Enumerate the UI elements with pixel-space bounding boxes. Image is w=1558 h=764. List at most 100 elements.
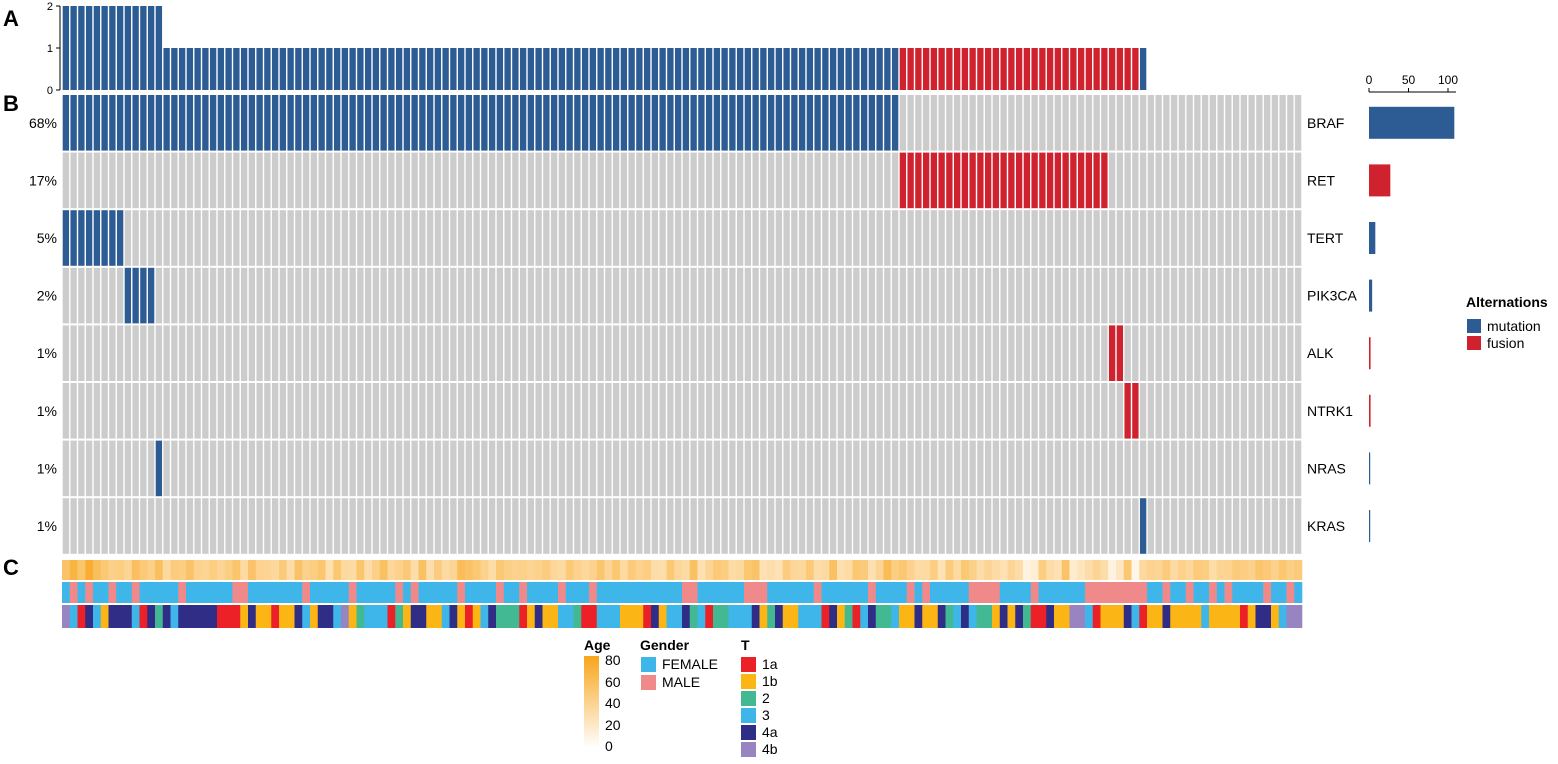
cell-BRAF-137 — [1124, 95, 1131, 151]
top-bar-8 — [124, 6, 132, 90]
gender-cell-79 — [674, 582, 683, 603]
cell-KRAS-132 — [1085, 498, 1093, 554]
cell-KRAS-75 — [643, 498, 651, 554]
cell-NRAS-107 — [891, 440, 899, 497]
t-cell-135 — [1108, 605, 1117, 628]
age-cell-46 — [418, 560, 427, 580]
cell-ALK-49 — [442, 325, 449, 381]
cell-ALK-36 — [341, 325, 349, 381]
top-bar-127 — [1046, 48, 1054, 90]
age-cell-4 — [93, 560, 102, 580]
cell-NRAS-50 — [450, 440, 457, 497]
cell-KRAS-122 — [1008, 498, 1015, 554]
gender-cell-77 — [658, 582, 667, 603]
cell-BRAF-108 — [899, 95, 907, 151]
age-cell-31 — [302, 560, 311, 580]
top-bar-107 — [891, 48, 899, 90]
age-cell-71 — [612, 560, 621, 580]
cell-BRAF-50 — [450, 95, 457, 151]
gender-cell-97 — [813, 582, 822, 603]
cell-ALK-7 — [116, 325, 124, 381]
cell-KRAS-106 — [884, 498, 891, 554]
top-bar-6 — [109, 6, 116, 90]
age-cell-52 — [465, 560, 474, 580]
t-cell-72 — [620, 605, 629, 628]
cell-TERT-67 — [581, 210, 589, 266]
cell-BRAF-43 — [395, 95, 403, 151]
cell-ALK-138 — [1132, 325, 1139, 381]
cell-NTRK1-28 — [279, 383, 287, 439]
top-bar-25 — [256, 48, 263, 90]
age-cell-148 — [1209, 560, 1218, 580]
age-cell-106 — [883, 560, 892, 580]
cell-RET-57 — [504, 152, 511, 209]
cell-RET-158 — [1287, 152, 1294, 209]
cell-ALK-5 — [101, 325, 108, 381]
cell-PIK3CA-49 — [442, 267, 449, 324]
cell-BRAF-32 — [310, 95, 318, 151]
t-cell-86 — [728, 605, 737, 628]
cell-ALK-133 — [1093, 325, 1100, 381]
cell-NRAS-121 — [1000, 440, 1007, 497]
t-cell-102 — [852, 605, 861, 628]
age-cell-60 — [527, 560, 536, 580]
cell-PIK3CA-118 — [977, 267, 984, 324]
cell-TERT-34 — [326, 210, 333, 266]
cell-ALK-99 — [829, 325, 837, 381]
cell-TERT-37 — [349, 210, 356, 266]
gender-cell-57 — [503, 582, 512, 603]
age-cell-153 — [1247, 560, 1256, 580]
cell-NTRK1-152 — [1240, 383, 1248, 439]
cell-BRAF-63 — [550, 95, 558, 151]
t-cell-62 — [542, 605, 551, 628]
top-bar-34 — [326, 48, 333, 90]
cell-PIK3CA-126 — [1039, 267, 1046, 324]
t-cell-63 — [550, 605, 559, 628]
cell-NTRK1-128 — [1054, 383, 1062, 439]
cell-NTRK1-93 — [783, 383, 790, 439]
t-cell-121 — [999, 605, 1008, 628]
cell-KRAS-62 — [543, 498, 550, 554]
cell-NRAS-154 — [1256, 440, 1263, 497]
cell-RET-70 — [605, 152, 612, 209]
cell-RET-97 — [814, 152, 821, 209]
cell-NRAS-19 — [209, 440, 217, 497]
cell-KRAS-12 — [155, 498, 163, 554]
cell-TERT-149 — [1217, 210, 1224, 266]
cell-PIK3CA-77 — [659, 267, 666, 324]
cell-NTRK1-91 — [767, 383, 775, 439]
cell-KRAS-45 — [411, 498, 418, 554]
cell-BRAF-57 — [504, 95, 511, 151]
t-label-4a: 4a — [762, 724, 778, 740]
cell-RET-77 — [659, 152, 666, 209]
cell-KRAS-150 — [1225, 498, 1232, 554]
cell-RET-34 — [326, 152, 333, 209]
cell-BRAF-151 — [1232, 95, 1240, 151]
cell-PIK3CA-51 — [457, 267, 465, 324]
cell-BRAF-28 — [279, 95, 287, 151]
cell-RET-91 — [767, 152, 775, 209]
cell-KRAS-44 — [403, 498, 411, 554]
top-bar-139 — [1139, 48, 1147, 90]
top-bar-106 — [884, 48, 891, 90]
age-cell-70 — [604, 560, 613, 580]
cell-KRAS-133 — [1093, 498, 1100, 554]
age-cell-121 — [999, 560, 1008, 580]
t-cell-96 — [806, 605, 815, 628]
t-cell-153 — [1247, 605, 1256, 628]
gender-cell-152 — [1240, 582, 1249, 603]
gender-cell-86 — [728, 582, 737, 603]
cell-NTRK1-51 — [457, 383, 465, 439]
cell-NTRK1-32 — [310, 383, 318, 439]
cell-ALK-11 — [147, 325, 155, 381]
age-cell-18 — [201, 560, 210, 580]
t-cell-143 — [1170, 605, 1179, 628]
cell-NRAS-73 — [628, 440, 635, 497]
cell-NRAS-63 — [550, 440, 558, 497]
top-bar-131 — [1077, 48, 1085, 90]
age-cell-15 — [178, 560, 187, 580]
cell-BRAF-58 — [512, 95, 519, 151]
cell-NRAS-59 — [519, 440, 527, 497]
cell-KRAS-134 — [1101, 498, 1108, 554]
cell-ALK-2 — [78, 325, 85, 381]
